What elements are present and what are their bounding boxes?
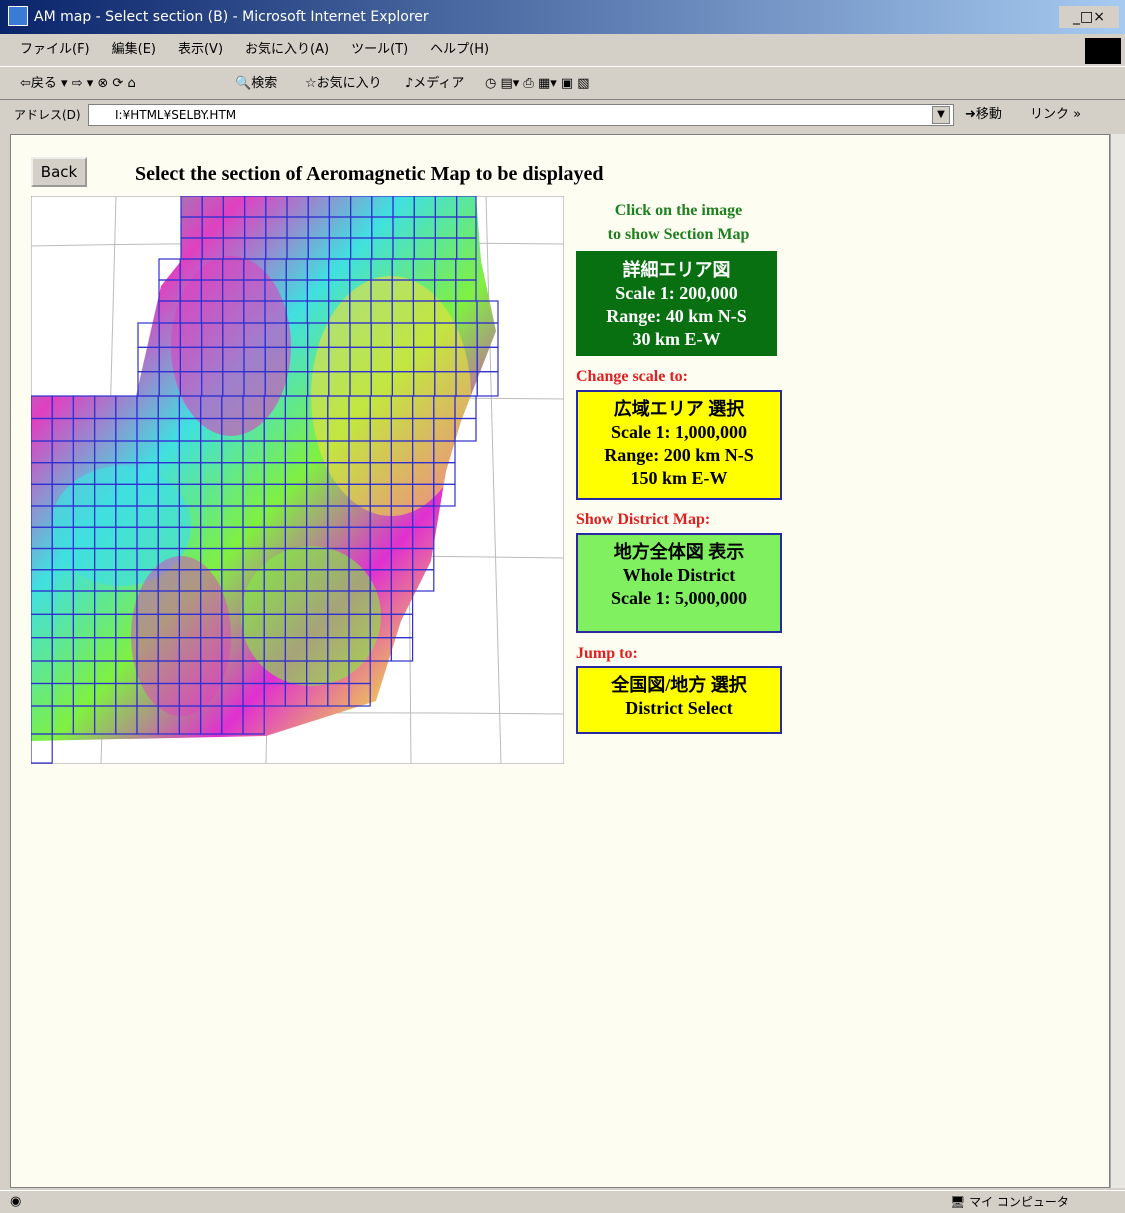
address-label: アドレス(D) [14,101,81,129]
section-map[interactable] [31,196,564,764]
scrollbar[interactable] [1110,134,1125,1188]
title-bar: AM map - Select section (B) - Microsoft … [0,0,1125,34]
back-button[interactable]: Back [31,157,87,187]
box-line: Scale 1: 200,000 [578,282,775,305]
address-url: I:¥HTML¥SELBY.HTM [115,108,236,122]
status-icon: ◉ [10,1191,21,1213]
media-label: メディア [413,76,464,91]
search-label: 検索 [251,76,277,91]
jump-label: Jump to: [576,645,638,663]
box-line: Range: 40 km N-S [578,305,775,328]
window-title: AM map - Select section (B) - Microsoft … [34,9,429,25]
menu-item[interactable]: ヘルプ(H) [430,42,489,57]
address-dropdown[interactable]: ▼ [932,106,950,124]
favorites-tool[interactable]: ☆お気に入り [305,67,382,101]
links-button[interactable]: リンク » [1030,101,1081,129]
box-title: 広域エリア 選択 [578,398,780,421]
back-tool-label: 戻る [31,76,57,91]
box-title: 詳細エリア図 [578,259,775,282]
box-line: Scale 1: 5,000,000 [578,587,780,610]
box-line: Range: 200 km N-S [578,444,780,467]
change-scale-label: Change scale to: [576,368,688,386]
menu-item[interactable]: お気に入り(A) [245,42,329,57]
toolbar: ⇦戻る ▾ ⇨ ▾ ⊗ ⟳ ⌂ 🔍検索 ☆お気に入り ♪メディア ◷ ▤▾ ⎙ … [0,66,1125,100]
page-heading: Select the section of Aeromagnetic Map t… [135,163,603,186]
go-label: 移動 [976,107,1002,122]
more-tools[interactable]: ◷ ▤▾ ⎙ ▦▾ ▣ ▧ [485,67,590,101]
hint-line: Click on the image [576,199,781,223]
browser-window: AM map - Select section (B) - Microsoft … [0,0,1125,1212]
media-tool[interactable]: ♪メディア [405,67,464,101]
ie-icon [8,6,28,26]
go-button[interactable]: ➜移動 [965,101,1002,129]
ie-logo [1085,38,1121,64]
favorites-label: お気に入り [317,76,382,91]
box-line: District Select [578,697,780,720]
status-zone: 🖥 マイ コンピュータ [950,1191,1069,1213]
box-line: 150 km E-W [578,467,780,490]
status-bar: ◉ 🖥 マイ コンピュータ [0,1190,1125,1212]
box-line: Scale 1: 1,000,000 [578,421,780,444]
menu-bar: ファイル(F) 編集(E) 表示(V) お気に入り(A) ツール(T) ヘルプ(H) [0,36,1080,64]
address-bar: アドレス(D) I:¥HTML¥SELBY.HTM ▼ ➜移動 リンク » [0,101,1125,129]
search-tool[interactable]: 🔍検索 [235,67,277,101]
box-line: 30 km E-W [578,328,775,351]
back-tool[interactable]: ⇦戻る ▾ ⇨ ▾ ⊗ ⟳ ⌂ [20,67,136,101]
address-field[interactable]: I:¥HTML¥SELBY.HTM [88,104,954,126]
box-line: Whole District [578,564,780,587]
menu-item[interactable]: ファイル(F) [20,42,90,57]
hint-line: to show Section Map [576,223,781,247]
zone-label: マイ コンピュータ [969,1195,1069,1209]
window-controls[interactable]: _□× [1059,6,1119,28]
menu-item[interactable]: 表示(V) [178,42,223,57]
box-title: 全国図/地方 選択 [578,674,780,697]
links-label: リンク [1030,107,1069,122]
district-label: Show District Map: [576,511,710,529]
menu-item[interactable]: ツール(T) [351,42,408,57]
page-content: Back Select the section of Aeromagnetic … [10,134,1110,1188]
menu-item[interactable]: 編集(E) [112,42,156,57]
box-title: 地方全体図 表示 [578,541,780,564]
